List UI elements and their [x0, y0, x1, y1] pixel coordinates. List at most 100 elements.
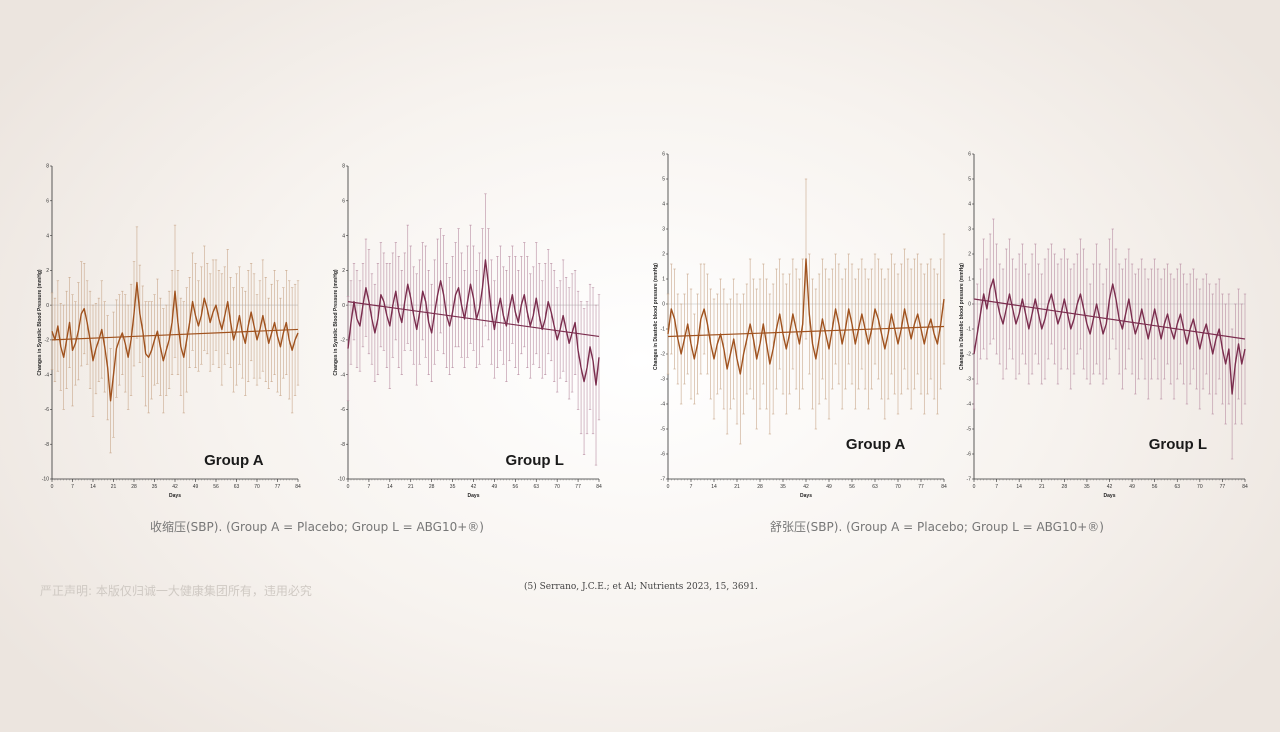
chart-diastolic-group-a: -7 -6 -5 -4 -3 -2 -1 0 1 2 3 4 5 6 0 7 14 21 28 35 42 49 56 63 7…	[652, 148, 952, 505]
chart-diastolic-group-l: -7 -6 -5 -4 -3 -2 -1 0 1 2 3 4 5 6 0 7 14 21 28 35 42 49 56 63 7…	[958, 148, 1253, 505]
x-axis-title: Days	[1104, 493, 1116, 499]
series-line	[51, 281, 299, 402]
y-tick-label: 4	[662, 202, 665, 208]
x-axis-title: Days	[800, 493, 812, 499]
y-tick-label: 8	[342, 164, 345, 170]
trend-line	[667, 325, 945, 338]
x-tick-label: 0	[347, 484, 350, 490]
y-tick-label: -2	[967, 352, 972, 358]
y-tick-label: -7	[967, 477, 972, 483]
x-tick-label: 14	[1016, 484, 1022, 490]
x-tick-label: 77	[918, 484, 924, 490]
x-tick-label: 70	[254, 484, 260, 490]
citation-text: (5) Serrano, J.C.E.; et Al; Nutrients 20…	[524, 582, 758, 592]
y-tick-label: -8	[45, 442, 50, 448]
x-tick-label: 0	[667, 484, 670, 490]
y-tick-label: 4	[46, 233, 49, 239]
x-tick-label: 21	[1039, 484, 1045, 490]
y-tick-label: -7	[661, 477, 666, 483]
y-tick-label: -4	[661, 402, 666, 408]
x-tick-label: 28	[429, 484, 435, 490]
y-tick-label: 5	[662, 177, 665, 183]
x-tick-label: 49	[1129, 484, 1135, 490]
y-tick-label: -10	[42, 477, 49, 483]
x-tick-label: 28	[757, 484, 763, 490]
x-tick-label: 77	[275, 484, 281, 490]
y-axis-title: Changes in Systolic Blood Pressure (mmHg…	[333, 269, 339, 375]
x-tick-label: 70	[554, 484, 560, 490]
x-tick-label: 0	[51, 484, 54, 490]
y-tick-label: -6	[967, 452, 972, 458]
chart-svg: -10 -8 -6 -4 -2 0 2 4 6 8 0 7 14 21 28 35 42 49 56 63 70 77 84…	[333, 164, 602, 499]
y-tick-label: -6	[45, 407, 50, 413]
x-tick-label: 56	[213, 484, 219, 490]
group-label: Group A	[204, 452, 264, 469]
y-tick-label: -8	[341, 442, 346, 448]
x-tick-label: 7	[690, 484, 693, 490]
y-tick-label: -5	[661, 427, 666, 433]
y-tick-label: -4	[341, 372, 346, 378]
x-tick-label: 56	[1152, 484, 1158, 490]
x-tick-label: 35	[1084, 484, 1090, 490]
x-tick-label: 77	[1220, 484, 1226, 490]
x-tick-label: 42	[1107, 484, 1113, 490]
chart-systolic-group-a: -10 -8 -6 -4 -2 0 2 4 6 8 0 7 14 21 28 35 42 49 56 63 70 77 84…	[36, 160, 306, 505]
x-tick-label: 63	[1174, 484, 1180, 490]
x-tick-label: 63	[234, 484, 240, 490]
group-label: Group L	[506, 452, 564, 469]
trend-line	[973, 298, 1246, 340]
y-tick-label: -5	[967, 427, 972, 433]
y-axis-title: Changes in Systolic Blood Pressure (mmHg…	[37, 269, 43, 375]
x-tick-label: 84	[1242, 484, 1248, 490]
series-line	[667, 258, 945, 375]
y-axis-title: Changes in Diastolic blood pressure (mmH…	[959, 263, 965, 370]
x-tick-label: 56	[513, 484, 519, 490]
x-tick-label: 49	[492, 484, 498, 490]
x-tick-label: 70	[895, 484, 901, 490]
x-tick-label: 7	[368, 484, 371, 490]
y-tick-label: 0	[662, 302, 665, 308]
trend-line	[51, 328, 299, 341]
x-tick-label: 49	[826, 484, 832, 490]
x-tick-label: 14	[387, 484, 393, 490]
x-tick-label: 35	[152, 484, 158, 490]
x-tick-label: 14	[90, 484, 96, 490]
x-tick-label: 49	[193, 484, 199, 490]
x-tick-label: 7	[71, 484, 74, 490]
x-tick-label: 84	[295, 484, 301, 490]
y-tick-label: 2	[342, 268, 345, 274]
y-tick-label: -1	[661, 327, 666, 333]
x-tick-label: 42	[471, 484, 477, 490]
group-label: Group A	[846, 436, 906, 453]
x-tick-label: 21	[734, 484, 740, 490]
y-tick-label: 6	[968, 152, 971, 158]
y-tick-label: 1	[662, 277, 665, 283]
x-tick-label: 84	[596, 484, 602, 490]
y-tick-label: -6	[341, 407, 346, 413]
y-axis-title: Changes in Diastolic blood pressure (mmH…	[653, 263, 659, 370]
y-tick-label: 0	[46, 303, 49, 309]
x-tick-label: 84	[941, 484, 947, 490]
y-tick-label: 2	[662, 252, 665, 258]
trend-line	[347, 301, 600, 338]
x-tick-label: 56	[849, 484, 855, 490]
y-tick-label: -3	[661, 377, 666, 383]
x-tick-label: 14	[711, 484, 717, 490]
caption-diastolic: 舒张压(SBP). (Group A = Placebo; Group L = …	[770, 520, 1104, 534]
y-tick-label: 1	[968, 277, 971, 283]
y-tick-label: 0	[968, 302, 971, 308]
x-axis-title: Days	[169, 493, 181, 499]
y-tick-label: 4	[968, 202, 971, 208]
x-axis-title: Days	[468, 493, 480, 499]
y-tick-label: 6	[662, 152, 665, 158]
y-tick-label: -1	[967, 327, 972, 333]
x-tick-label: 42	[803, 484, 809, 490]
y-tick-label: 2	[968, 252, 971, 258]
y-tick-label: 3	[662, 227, 665, 233]
x-tick-label: 42	[172, 484, 178, 490]
x-tick-label: 63	[872, 484, 878, 490]
x-tick-label: 21	[111, 484, 117, 490]
y-tick-label: 6	[342, 198, 345, 204]
